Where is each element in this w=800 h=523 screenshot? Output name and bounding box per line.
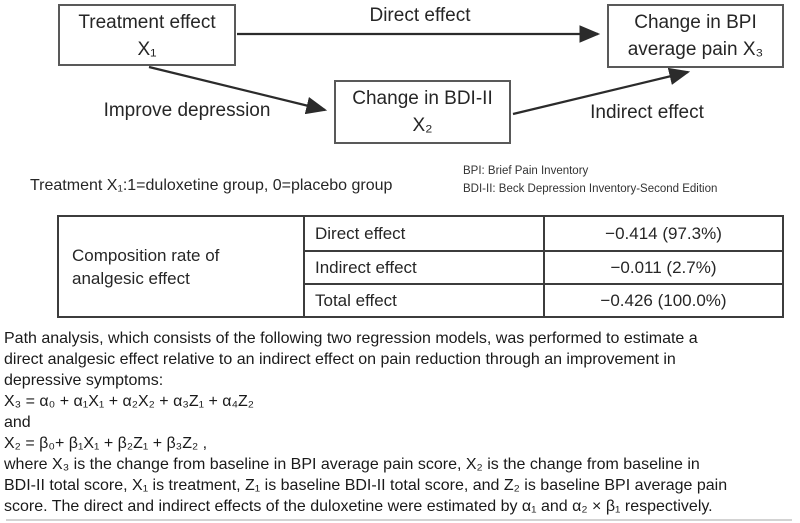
equation-line: X₃ = α₀ + α₁X₁ + α₂X₂ + α₃Z₁ + α₄Z₂ <box>4 393 255 410</box>
path-diagram: Treatment effect X₁ Change in BDI-II X₂ … <box>0 0 800 160</box>
table-cell-total-label: Total effect <box>303 283 543 316</box>
paragraph-line: Path analysis, which consists of the fol… <box>4 330 698 347</box>
diagram-arrows <box>148 25 691 116</box>
edge-label-improve-depression: Improve depression <box>103 100 271 121</box>
effect-composition-table: Composition rate of analgesic effect Dir… <box>57 215 784 318</box>
abbrev-bdi: BDI-II: Beck Depression Inventory-Second… <box>463 183 718 195</box>
node-bdi-line1: Change in BDI-II <box>352 88 493 109</box>
abbrev-bpi: BPI: Brief Pain Inventory <box>463 165 589 177</box>
node-treatment-line1: Treatment effect <box>78 12 216 33</box>
treatment-coding-note: Treatment X₁:1=duloxetine group, 0=place… <box>30 177 393 194</box>
node-treatment-effect: Treatment effect X₁ <box>58 4 236 66</box>
table-cell-indirect-label: Indirect effect <box>303 250 543 283</box>
edge-label-direct-effect: Direct effect <box>369 5 471 26</box>
node-bdi-line2: X₂ <box>412 115 433 136</box>
table-cell-direct-label: Direct effect <box>303 217 543 250</box>
equation-line: X₂ = β₀+ β₁X₁ + β₂Z₁ + β₃Z₂ , <box>4 435 208 452</box>
arrow-indirect-effect <box>512 67 691 116</box>
paragraph-line: score. The direct and indirect effects o… <box>4 498 713 515</box>
table-cell-indirect-value: −0.011 (2.7%) <box>543 250 782 283</box>
paragraph-line: direct analgesic effect relative to an i… <box>4 351 676 368</box>
table-row-header-text: Composition rate of analgesic effect <box>72 245 220 288</box>
node-change-bpi: Change in BPI average pain X₃ <box>607 4 784 68</box>
paragraph-line: BDI-II total score, X₁ is treatment, Z₁ … <box>4 477 728 494</box>
edge-label-indirect-effect: Indirect effect <box>590 102 704 123</box>
scan-artifact-line <box>6 519 792 521</box>
table-row-header: Composition rate of analgesic effect <box>59 217 303 316</box>
paragraph-line: and <box>4 414 31 431</box>
table-cell-direct-value: −0.414 (97.3%) <box>543 217 782 250</box>
description-paragraph: Path analysis, which consists of the fol… <box>4 328 798 517</box>
table-cell-total-value: −0.426 (100.0%) <box>543 283 782 316</box>
arrow-improve-depression <box>148 65 328 115</box>
paragraph-line: where X₃ is the change from baseline in … <box>4 456 700 473</box>
abbreviation-key: BPI: Brief Pain Inventory BDI-II: Beck D… <box>463 162 717 198</box>
node-treatment-line2: X₁ <box>137 39 157 60</box>
node-change-bdi: Change in BDI-II X₂ <box>334 80 511 144</box>
node-bpi-line2: average pain X₃ <box>627 39 764 60</box>
paragraph-line: depressive symptoms: <box>4 372 164 389</box>
node-bpi-line1: Change in BPI <box>634 12 757 33</box>
